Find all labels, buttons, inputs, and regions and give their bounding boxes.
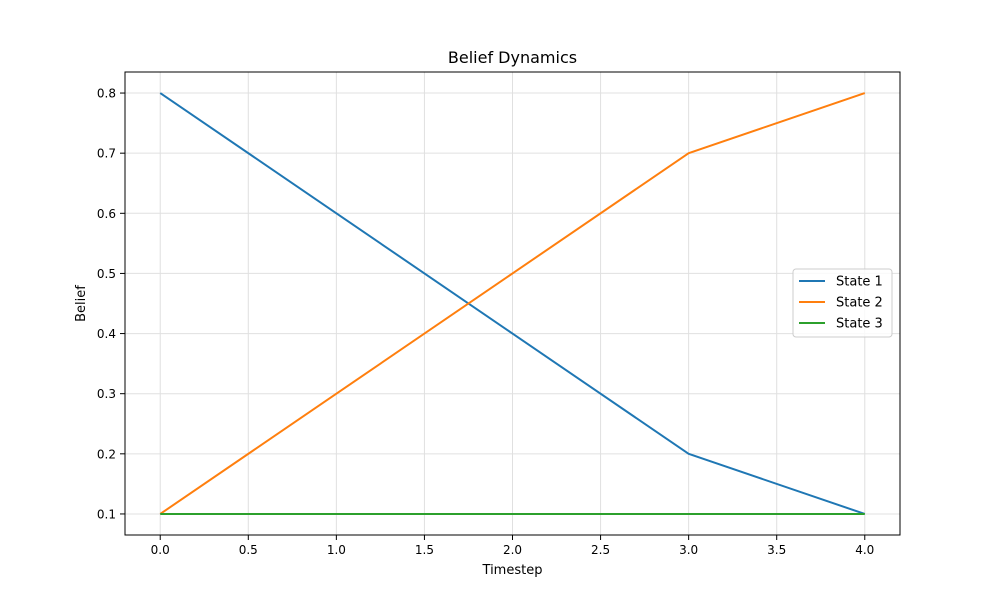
x-tick-label: 1.0 bbox=[327, 543, 346, 557]
legend-item-label: State 2 bbox=[836, 296, 883, 311]
x-axis-label: Timestep bbox=[482, 563, 543, 578]
x-tick-label: 1.5 bbox=[415, 543, 434, 557]
y-tick-label: 0.7 bbox=[97, 147, 116, 161]
y-tick-label: 0.6 bbox=[97, 207, 116, 221]
x-tick-label: 4.0 bbox=[855, 543, 874, 557]
y-tick-label: 0.8 bbox=[97, 87, 116, 101]
x-tick-label: 3.0 bbox=[679, 543, 698, 557]
legend-item-label: State 1 bbox=[836, 275, 883, 290]
series-line-state-1 bbox=[159, 92, 866, 515]
x-tick-label: 2.0 bbox=[503, 543, 522, 557]
y-tick-label: 0.3 bbox=[97, 387, 116, 401]
x-tick-label: 0.0 bbox=[151, 543, 170, 557]
y-axis-ticks: 0.1 0.2 0.3 0.4 0.5 0.6 0.7 0.8 bbox=[97, 87, 125, 521]
chart-title: Belief Dynamics bbox=[448, 48, 577, 67]
legend-item-label: State 3 bbox=[836, 317, 883, 332]
grid bbox=[125, 72, 900, 535]
legend: State 1 State 2 State 3 bbox=[792, 268, 893, 338]
x-tick-label: 0.5 bbox=[239, 543, 258, 557]
series-line-state-2 bbox=[159, 92, 866, 515]
x-axis-ticks: 0.0 0.5 1.0 1.5 2.0 2.5 3.0 3.5 4.0 bbox=[151, 535, 874, 557]
y-tick-label: 0.5 bbox=[97, 267, 116, 281]
x-tick-label: 2.5 bbox=[591, 543, 610, 557]
x-tick-label: 3.5 bbox=[767, 543, 786, 557]
series-lines bbox=[159, 92, 866, 515]
legend-box bbox=[792, 268, 893, 338]
y-tick-label: 0.4 bbox=[97, 327, 116, 341]
y-axis-label: Belief bbox=[74, 285, 89, 322]
y-tick-label: 0.1 bbox=[97, 507, 116, 521]
y-tick-label: 0.2 bbox=[97, 447, 116, 461]
